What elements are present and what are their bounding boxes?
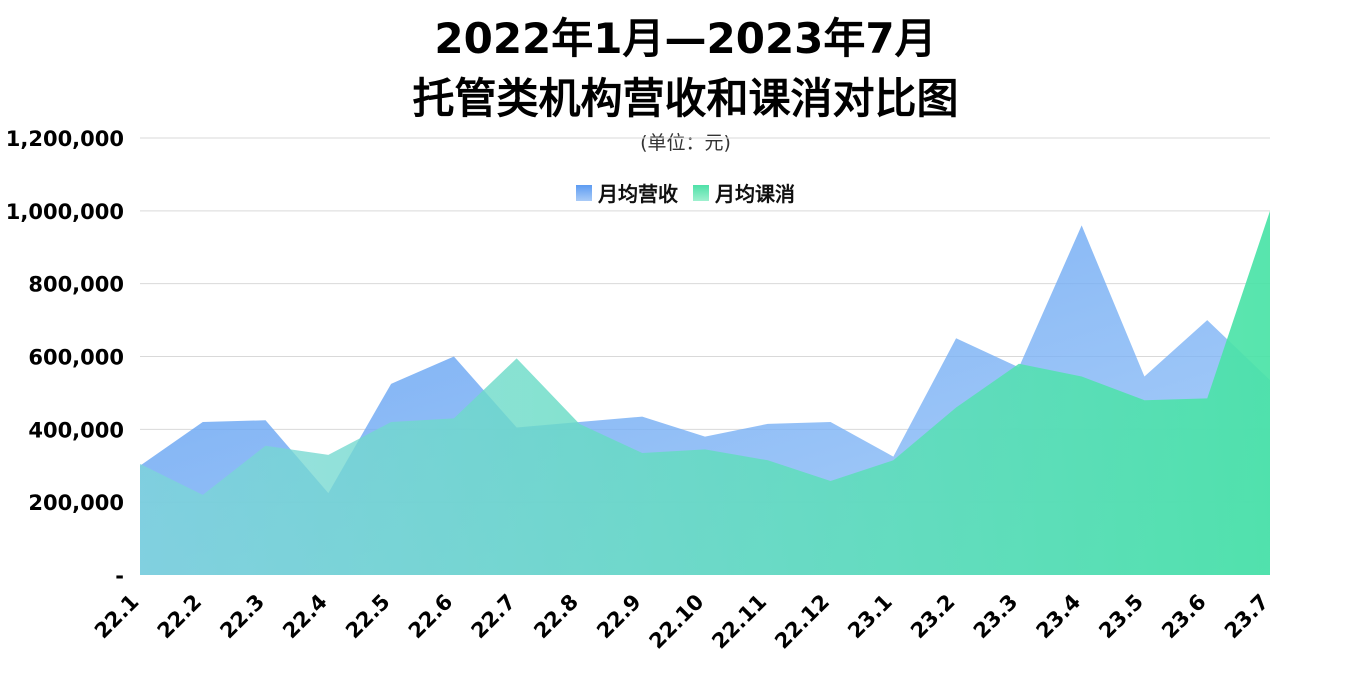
x-tick-label: 22.2 [153, 590, 207, 644]
x-tick-label: 23.3 [969, 590, 1023, 644]
x-tick-label: 23.5 [1094, 590, 1148, 644]
y-axis: - 200,000 400,000 600,000 800,000 1,000,000 1,… [6, 127, 124, 588]
x-tick-label: 22.4 [278, 590, 332, 644]
legend-label-revenue: 月均营收 [598, 182, 679, 206]
y-tick-label: 1,000,000 [6, 200, 124, 224]
y-tick-label: 1,200,000 [6, 127, 124, 151]
legend-item-revenue[interactable]: 月均营收 [576, 178, 678, 207]
y-tick-label: 400,000 [28, 418, 124, 442]
legend-label-consumption: 月均课消 [714, 182, 795, 206]
x-axis: 22.1 22.2 22.3 22.4 22.5 22.6 22.7 22.8 22.922.1… [90, 590, 1274, 654]
x-tick-label: 23.6 [1157, 590, 1211, 644]
legend-swatch-consumption [692, 184, 709, 201]
y-tick-label: 800,000 [28, 273, 124, 297]
series-area-consumption [140, 210, 1270, 576]
chart-title-line2: 托管类机构营收和课消对比图 [412, 74, 959, 123]
x-tick-label: 22.7 [467, 590, 521, 644]
x-tick-label: 22.6 [404, 590, 458, 644]
y-tick-label: 600,000 [28, 346, 124, 370]
legend: 月均营收 月均课消 [0, 178, 1371, 207]
x-tick-label: 22.12 [770, 590, 834, 654]
x-tick-label: 22.11 [707, 590, 771, 654]
y-tick-label: - [115, 564, 124, 588]
legend-swatch-revenue [576, 184, 593, 201]
x-tick-label: 23.7 [1220, 590, 1274, 644]
x-tick-label: 23.4 [1032, 590, 1086, 644]
x-tick-label: 22.1 [90, 590, 144, 644]
chart-title-line1: 2022年1月—2023年7月 [434, 14, 937, 63]
legend-item-consumption[interactable]: 月均课消 [692, 178, 795, 207]
series-areas [140, 210, 1270, 576]
x-tick-label: 22.8 [529, 590, 583, 644]
x-tick-label: 22.10 [645, 590, 709, 654]
x-tick-label: 22.9 [592, 590, 646, 644]
y-tick-label: 200,000 [28, 491, 124, 515]
x-tick-label: 22.3 [215, 590, 269, 644]
x-tick-label: 23.2 [906, 590, 960, 644]
x-tick-label: 22.5 [341, 590, 395, 644]
x-tick-label: 23.1 [843, 590, 897, 644]
